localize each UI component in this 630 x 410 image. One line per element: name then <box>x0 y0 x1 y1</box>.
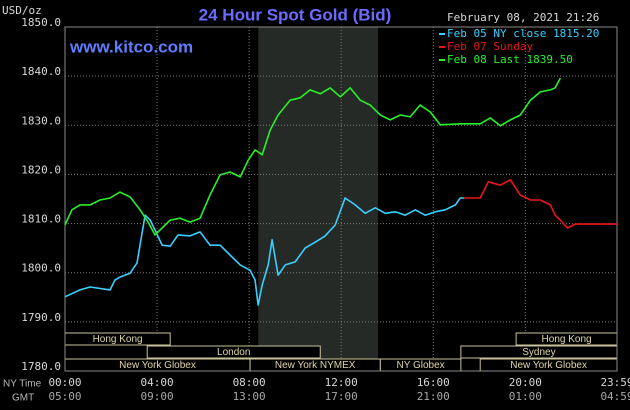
plot-frame <box>64 26 618 372</box>
x-tick-label: 12:00 <box>325 376 358 389</box>
session-label: Sydney <box>522 347 555 358</box>
series-line <box>64 197 465 306</box>
x-tick-label: 23:59 <box>600 376 630 389</box>
x2-tick-label: 17:00 <box>325 390 358 403</box>
y-tick-label: 1850.0 <box>21 16 61 29</box>
timestamp: February 08, 2021 21:26 <box>447 11 599 24</box>
x-tick-label: 08:00 <box>233 376 266 389</box>
x-axis-label: NY Time <box>3 379 42 390</box>
chart-title: 24 Hour Spot Gold (Bid) <box>199 5 392 24</box>
session-label: London <box>217 347 250 358</box>
legend-label: Feb 08 Last 1839.50 <box>447 53 573 66</box>
y-tick-label: 1790.0 <box>21 311 61 324</box>
legend-label: Feb 05 NY close 1815.20 <box>447 27 599 40</box>
x2-tick-label: 21:00 <box>417 390 450 403</box>
plot-area: 1780.0 1790.0 1800.0 1810.0 1820.0 1830.0 1840… <box>21 16 630 403</box>
y-tick-label: 1840.0 <box>21 65 61 78</box>
x-tick-label: 16:00 <box>417 376 450 389</box>
legend-label: Feb 07 Sunday <box>447 40 533 53</box>
x-tick-label: 20:00 <box>509 376 542 389</box>
session-label: New York NYMEX <box>275 360 356 371</box>
session-label: NY Globex <box>397 360 445 371</box>
session-label: New York Globex <box>119 360 196 371</box>
x-tick-label: 00:00 <box>48 376 81 389</box>
session-bar <box>146 345 321 359</box>
y-tick-label: 1800.0 <box>21 262 61 275</box>
series-line <box>64 77 562 236</box>
x2-axis-label: GMT <box>12 393 34 404</box>
y-tick-label: 1780.0 <box>21 360 61 373</box>
x2-tick-label: 09:00 <box>141 390 174 403</box>
series-line <box>464 179 617 229</box>
session-label: New York Globex <box>510 360 587 371</box>
x2-tick-label: 04:59 <box>600 390 630 403</box>
y-tick-label: 1820.0 <box>21 163 61 176</box>
x2-tick-label: 05:00 <box>48 390 81 403</box>
y-tick-label: 1830.0 <box>21 114 61 127</box>
highlight-span <box>258 27 379 371</box>
session-label: Hong Kong <box>93 334 143 345</box>
x2-tick-label: 13:00 <box>233 390 266 403</box>
session-label: Hong Kong <box>542 334 592 345</box>
watermark: www.kitco.com <box>69 37 193 56</box>
x-tick-label: 04:00 <box>141 376 174 389</box>
y-axis-label: USD/oz <box>2 4 42 17</box>
x2-tick-label: 01:00 <box>509 390 542 403</box>
y-tick-label: 1810.0 <box>21 213 61 226</box>
